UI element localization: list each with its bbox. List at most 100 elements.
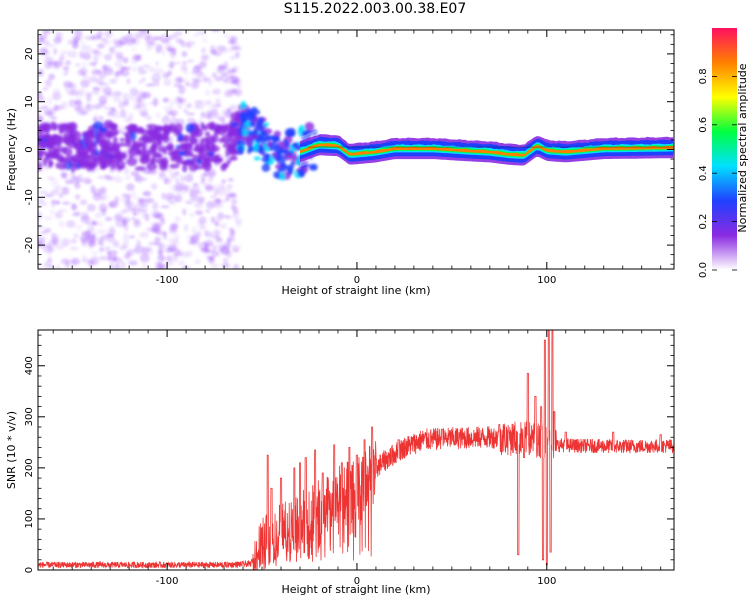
- spectrogram-noise-blob: [43, 30, 49, 37]
- spectrogram-noise-blob: [229, 55, 236, 60]
- spectrogram-band-blob: [58, 127, 64, 135]
- snr-ticks: -100 0 100 0 100 200 300 400: [24, 330, 674, 587]
- spectrogram-band-blob: [172, 155, 184, 163]
- x-tick-label: -100: [156, 576, 179, 587]
- spectrogram-noise-blob: [183, 266, 188, 269]
- spectrogram-noise-blob: [69, 246, 79, 251]
- spectrogram-noise-blob: [62, 72, 69, 76]
- spectrogram-noise-blob: [191, 226, 197, 236]
- spectrogram-noise-blob: [115, 51, 121, 60]
- spectrogram-noise-blob: [155, 113, 161, 118]
- spectrogram-noise-blob: [150, 221, 157, 227]
- spectrogram-band-blob: [86, 143, 92, 153]
- spectrogram-noise-blob: [181, 50, 188, 58]
- spectrogram-noise-blob: [60, 258, 71, 265]
- spectrogram-noise-blob: [79, 235, 88, 243]
- spectrogram-noise-blob: [43, 261, 50, 268]
- spectrogram-band-blob: [127, 123, 135, 132]
- spectrogram-noise-blob: [182, 208, 187, 216]
- spectrogram-noise-blob: [114, 59, 122, 68]
- spectrogram-noise-blob: [38, 262, 42, 268]
- spectrogram-noise-blob: [75, 70, 86, 76]
- y-tick-label: 400: [24, 356, 35, 375]
- spectrogram-band-blob: [48, 158, 53, 169]
- spectrogram-band-blob: [173, 148, 179, 155]
- spectrogram-band-blob: [169, 163, 180, 169]
- spectrogram-noise-blob: [186, 59, 194, 63]
- spectrogram-band-blob: [55, 162, 61, 169]
- spectrogram-noise-blob: [221, 262, 230, 269]
- spectrogram-band-blob: [246, 110, 254, 116]
- spectrogram-noise-blob: [67, 50, 78, 59]
- spectrogram-noise-blob: [235, 221, 242, 228]
- spectrogram-noise-blob: [206, 200, 216, 209]
- spectrogram-noise-blob: [89, 232, 97, 236]
- spectrogram-noise-blob: [138, 103, 147, 107]
- spectrogram-noise-blob: [62, 65, 70, 71]
- spectrogram-noise-blob: [194, 259, 201, 264]
- spectrogram-noise-blob: [108, 202, 116, 208]
- spectrogram-noise-blob: [98, 203, 108, 213]
- spectrogram-noise-blob: [141, 77, 146, 82]
- y-tick-label: 100: [24, 509, 35, 528]
- spectrogram-noise-blob: [134, 175, 144, 183]
- spectrogram-noise-blob: [165, 111, 174, 116]
- spectrogram-noise-blob: [134, 218, 140, 225]
- spectrogram-noise-blob: [87, 225, 95, 234]
- spectrogram-noise-blob: [183, 109, 188, 114]
- spectrogram-noise-blob: [162, 72, 170, 79]
- spectrogram-noise-blob: [185, 200, 193, 205]
- spectrogram-noise-blob: [109, 262, 115, 269]
- spectrogram-noise-blob: [187, 43, 192, 50]
- spectrogram-noise-blob: [109, 51, 115, 55]
- spectrogram-noise-blob: [90, 185, 96, 194]
- spectrogram-noise-blob: [71, 212, 78, 217]
- spectrogram-noise-blob: [121, 216, 131, 224]
- spectrogram-noise-blob: [103, 106, 112, 110]
- spectrogram-noise-blob: [234, 51, 240, 59]
- spectrogram-band-blob: [279, 172, 286, 181]
- spectrogram-noise-blob: [180, 175, 186, 183]
- spectrogram-noise-blob: [55, 31, 64, 41]
- spectrogram-noise-blob: [73, 30, 83, 36]
- spectrogram-noise-blob: [135, 90, 145, 100]
- spectrogram-noise-blob: [205, 184, 214, 192]
- spectrogram-noise-blob: [129, 235, 135, 239]
- snr-xlabel: Height of straight line (km): [281, 583, 430, 596]
- spectrogram-band-blob: [73, 141, 79, 149]
- spectrogram-noise-blob: [48, 107, 56, 115]
- spectrogram-band-blob: [142, 141, 147, 151]
- spectrogram-noise-blob: [225, 195, 230, 202]
- spectrogram-band-blob: [270, 141, 278, 151]
- spectrogram-band-blob: [42, 157, 48, 167]
- spectrogram-noise-blob: [187, 239, 196, 245]
- spectrogram-band-blob: [185, 123, 195, 133]
- spectrogram-noise-blob: [82, 177, 92, 185]
- spectrogram-noise-blob: [44, 193, 54, 198]
- spectrogram-noise-blob: [125, 183, 135, 191]
- spectrogram-noise-blob: [74, 194, 81, 200]
- spectrogram-band-blob: [205, 138, 211, 148]
- spectrogram-noise-blob: [145, 83, 155, 87]
- spectrogram-noise-blob: [162, 263, 168, 269]
- x-tick-label: 100: [537, 275, 556, 286]
- spectrogram-band-blob: [146, 162, 158, 171]
- spectrogram-band-blob: [136, 148, 143, 155]
- spectrogram-noise-blob: [74, 105, 81, 112]
- spectrogram-band-blob: [230, 144, 237, 151]
- spectrogram-band-blob: [38, 150, 48, 156]
- spectrogram-noise-blob: [71, 202, 77, 210]
- spectrogram-band-blob: [307, 130, 312, 136]
- spectrogram-band-blob: [196, 158, 202, 166]
- spectrogram-band-blob: [209, 121, 216, 131]
- spectrogram-noise-blob: [142, 177, 148, 182]
- spectrogram-noise-blob: [177, 104, 182, 109]
- spectrogram-noise-blob: [152, 97, 159, 107]
- spectrogram-band-blob: [298, 169, 305, 175]
- spectrogram-noise-blob: [179, 79, 189, 84]
- spectrogram-noise-blob: [62, 201, 71, 205]
- spectrogram-band-blob: [64, 148, 73, 156]
- spectrogram-noise-blob: [60, 50, 70, 55]
- spectrogram-band-blob: [220, 163, 227, 172]
